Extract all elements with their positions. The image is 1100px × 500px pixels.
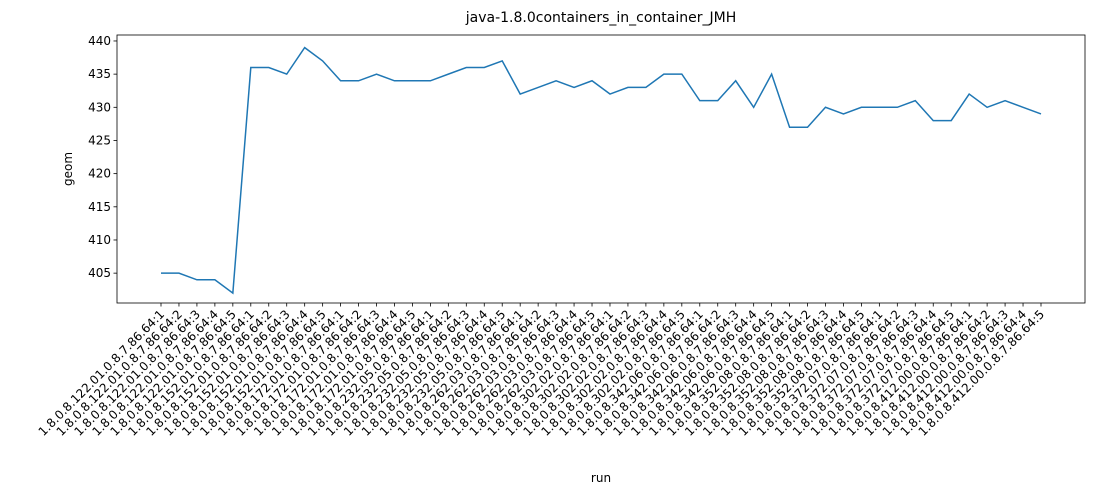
- y-tick-label: 405: [88, 266, 111, 280]
- y-tick-label: 410: [88, 233, 111, 247]
- y-tick-label: 420: [88, 167, 111, 181]
- y-tick-label: 440: [88, 34, 111, 48]
- y-axis-label: geom: [61, 152, 75, 186]
- line: [161, 46, 1042, 295]
- y-tick-label: 425: [88, 133, 111, 147]
- y-tick-label: 430: [88, 100, 111, 114]
- y-tick-label: 415: [88, 200, 111, 214]
- chart-title: java-1.8.0containers_in_container_JMH: [465, 10, 736, 26]
- x-axis-label: run: [591, 471, 611, 485]
- y-tick-label: 435: [88, 67, 111, 81]
- plot-frame: [116, 34, 1086, 304]
